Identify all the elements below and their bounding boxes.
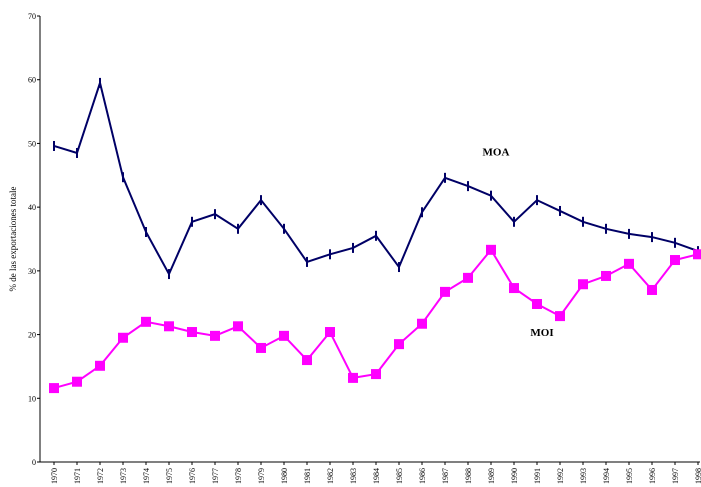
series-label: MOI [530, 327, 553, 339]
point [670, 255, 680, 266]
point [49, 383, 59, 394]
y-tick-label: 70 [28, 12, 36, 21]
point [555, 311, 565, 322]
y-axis-label: % de las exportaciones totale [8, 187, 18, 292]
point [72, 376, 82, 387]
point [141, 316, 151, 327]
point [279, 330, 289, 341]
x-tick-label: 1987 [441, 468, 450, 484]
x-tick-label: 1975 [165, 468, 174, 484]
x-tick-label: 1997 [671, 468, 680, 484]
point [417, 318, 427, 329]
y-tick-label: 60 [28, 76, 36, 85]
x-tick-label: 1985 [395, 468, 404, 484]
y-tick-label: 30 [28, 267, 36, 276]
series-label: MOA [483, 147, 510, 159]
x-tick-label: 1978 [234, 468, 243, 484]
point [509, 283, 519, 294]
x-tick-label: 1988 [464, 468, 473, 484]
point [647, 284, 657, 295]
point [187, 327, 197, 338]
point [348, 372, 358, 383]
x-tick-label: 1998 [694, 468, 701, 484]
series-line [53, 79, 699, 277]
x-tick-label: 1981 [303, 468, 312, 484]
point [601, 270, 611, 281]
x-tick-label: 1971 [73, 468, 82, 484]
point [256, 342, 266, 353]
point [486, 244, 496, 255]
x-tick-label: 1970 [50, 468, 59, 484]
x-tick-label: 1993 [579, 468, 588, 484]
point [371, 369, 381, 380]
y-tick-label: 0 [32, 458, 36, 467]
x-tick-label: 1991 [533, 468, 542, 484]
point [394, 339, 404, 350]
x-tick-label: 1992 [556, 468, 565, 484]
y-tick-label: 20 [28, 331, 36, 340]
x-tick-label: 1972 [96, 468, 105, 484]
y-tick-label: 50 [28, 139, 36, 148]
x-tick-label: 1986 [418, 468, 427, 484]
point [164, 321, 174, 332]
point [624, 258, 634, 269]
x-tick-label: 1979 [257, 468, 266, 484]
point [325, 327, 335, 338]
y-tick-label: 40 [28, 203, 36, 212]
point [578, 279, 588, 290]
point [693, 249, 701, 260]
x-tick-label: 1995 [625, 468, 634, 484]
x-tick-label: 1989 [487, 468, 496, 484]
x-tick-label: 1996 [648, 468, 657, 484]
x-tick-label: 1974 [142, 468, 151, 484]
point [210, 330, 220, 341]
y-tick-label: 10 [28, 394, 36, 403]
point [532, 298, 542, 309]
x-tick-label: 1984 [372, 468, 381, 484]
x-tick-label: 1982 [326, 468, 335, 484]
point [95, 360, 105, 371]
x-tick-label: 1980 [280, 468, 289, 484]
point [440, 286, 450, 297]
x-tick-label: 1994 [602, 468, 611, 484]
point [463, 272, 473, 283]
x-tick-label: 1976 [188, 468, 197, 484]
point [302, 355, 312, 366]
x-tick-label: 1973 [119, 468, 128, 484]
point [233, 321, 243, 332]
x-tick-label: 1990 [510, 468, 519, 484]
point [118, 332, 128, 343]
x-tick-label: 1977 [211, 468, 220, 484]
x-tick-label: 1983 [349, 468, 358, 484]
